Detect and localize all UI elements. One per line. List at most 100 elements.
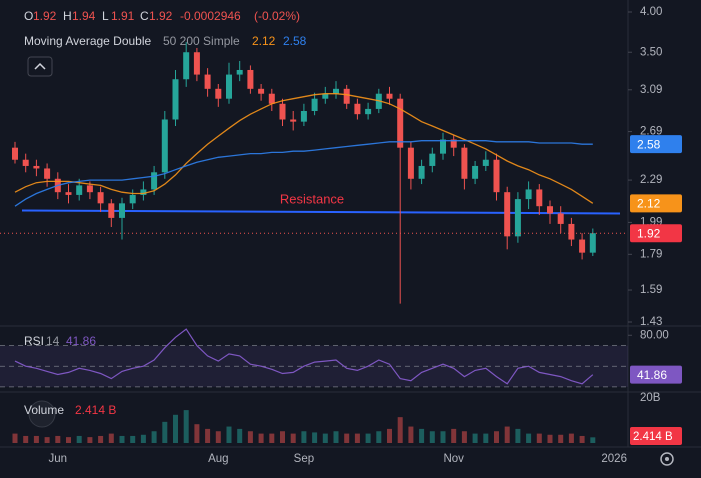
- candle-body: [193, 52, 200, 75]
- volume-bar: [280, 431, 285, 443]
- volume-bar: [269, 433, 275, 443]
- volume-bar: [376, 431, 382, 443]
- volume-bar: [515, 428, 521, 443]
- candle-body: [514, 199, 521, 237]
- volume-bar: [194, 424, 200, 443]
- candle-body: [300, 111, 307, 122]
- candle-body: [407, 147, 414, 179]
- y-tick-label: 80.00: [640, 329, 669, 341]
- y-tick-label: 3.50: [640, 46, 662, 58]
- moving-average-line: [14, 93, 594, 204]
- price-tag-label: 2.12: [637, 197, 661, 211]
- candle-body: [12, 147, 18, 160]
- candle-body: [418, 165, 425, 179]
- indicator-value: 2.58: [283, 34, 307, 48]
- y-tick-label: 1.59: [640, 284, 662, 296]
- volume-bar: [483, 433, 489, 443]
- candle-body: [140, 189, 147, 195]
- candle-body: [86, 185, 93, 193]
- volume-bar: [33, 435, 39, 443]
- collapse-button[interactable]: [27, 56, 53, 77]
- volume-bar: [536, 433, 542, 443]
- volume-bar: [290, 433, 296, 443]
- volume-bar: [365, 433, 371, 443]
- volume-bar: [579, 435, 585, 443]
- volume-bar: [130, 435, 136, 443]
- ohlc-value: 1.92: [33, 9, 57, 23]
- volume-bar: [44, 437, 50, 443]
- candle-body: [311, 98, 318, 112]
- volume-bar: [205, 428, 211, 443]
- candle-body: [258, 88, 265, 94]
- candle-body: [226, 74, 232, 99]
- volume-bar: [397, 417, 403, 443]
- volume-bar: [237, 428, 243, 443]
- volume-bar: [247, 431, 253, 443]
- y-tick-label: 2.69: [640, 126, 662, 138]
- volume-bar: [461, 431, 467, 443]
- x-tick-label: Nov: [443, 453, 464, 465]
- candle-body: [450, 139, 457, 148]
- candle-body: [343, 88, 350, 104]
- ohlc-value: 1.94: [72, 9, 96, 23]
- rsi-title: RSI: [24, 334, 44, 348]
- volume-bar: [558, 434, 564, 443]
- candle-body: [579, 239, 586, 253]
- y-tick-label: 1.79: [640, 248, 662, 260]
- change-value: -0.0002946: [180, 9, 241, 23]
- volume-bar: [76, 435, 82, 443]
- volume-bar: [451, 428, 457, 443]
- price-tag-label: 2.414 B: [633, 431, 673, 443]
- candle-body: [108, 203, 115, 218]
- volume-bar: [258, 433, 264, 443]
- volume-bar: [162, 421, 168, 443]
- candle-body: [151, 172, 158, 190]
- ohlc-label: H: [63, 9, 72, 23]
- volume-bar: [108, 433, 114, 443]
- candle-body: [536, 189, 543, 207]
- candle-body: [247, 69, 254, 89]
- volume-bar: [322, 433, 328, 443]
- ohlc-label: L: [102, 9, 109, 23]
- y-tick-label: 20B: [640, 392, 661, 404]
- candle-body: [493, 159, 500, 193]
- candle-body: [236, 69, 243, 75]
- candle-body: [65, 192, 72, 195]
- volume-bar: [173, 414, 178, 443]
- price-tag: [630, 224, 682, 243]
- x-tick-label: Aug: [208, 453, 228, 465]
- volume-bar: [301, 431, 307, 443]
- candle-body: [472, 165, 479, 179]
- volume-bar: [429, 431, 435, 443]
- candle-body: [557, 213, 564, 224]
- settings-icon-center: [665, 457, 669, 461]
- y-tick-label: 4.00: [640, 6, 662, 18]
- volume-bar: [87, 437, 93, 443]
- candle-body: [461, 147, 468, 179]
- candle-body: [525, 189, 532, 200]
- volume-bar: [526, 433, 532, 443]
- price-tag: [630, 194, 682, 213]
- volume-bar: [119, 435, 125, 443]
- volume-bar: [504, 426, 510, 443]
- candle-body: [33, 165, 40, 169]
- price-tag-label: 2.58: [637, 137, 661, 151]
- volume-bar: [12, 433, 18, 443]
- indicator-name: Moving Average Double: [24, 34, 152, 48]
- volume-bar: [55, 435, 61, 443]
- candle-body: [129, 194, 136, 204]
- candle-body: [183, 52, 190, 80]
- volume-bar: [440, 431, 446, 443]
- candle-body: [322, 93, 329, 99]
- price-tag: [630, 135, 682, 154]
- candle-body: [504, 192, 511, 237]
- candle-body: [568, 223, 575, 240]
- volume-bar: [151, 431, 157, 443]
- candle-body: [397, 98, 404, 148]
- volume-bar: [387, 428, 392, 443]
- price-tag: [630, 365, 682, 384]
- change-percent: (-0.02%): [254, 9, 300, 23]
- volume-bar: [419, 428, 425, 443]
- settings-icon[interactable]: [660, 452, 674, 466]
